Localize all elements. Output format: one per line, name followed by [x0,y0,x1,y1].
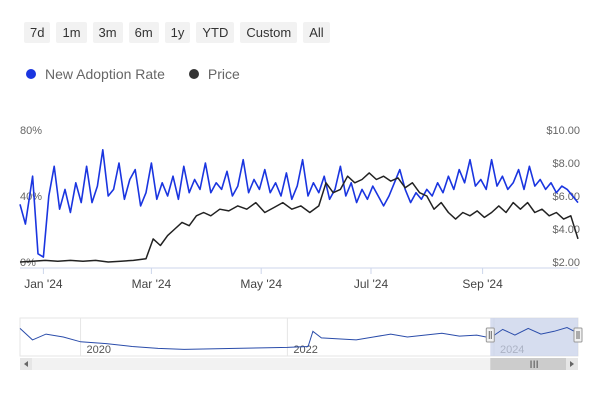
scroll-left-arrow-icon [24,361,28,367]
x-tick-label: Jul '24 [354,277,389,291]
y-right-tick-label: $10.00 [546,125,580,137]
legend-marker-adoption [26,69,36,79]
y-right-tick-label: $8.00 [552,158,580,170]
scroll-right-arrow-icon [570,361,574,367]
range-button-7d[interactable]: 7d [24,22,51,43]
navigator-line [19,326,579,350]
navigator-right-handle[interactable] [573,327,583,343]
scrollbar-track [20,358,578,370]
range-button-all[interactable]: All [303,22,330,43]
x-tick-label: Jan '24 [24,277,63,291]
range-button-custom[interactable]: Custom [240,22,298,43]
y-left-tick-label: 80% [20,125,42,137]
range-button-6m[interactable]: 6m [128,22,159,43]
navigator-left-handle[interactable] [485,327,495,343]
navigator-selection [490,318,578,356]
navigator-tick-label: 2022 [293,344,317,356]
y-left-tick-label: 40% [20,191,42,203]
adoption-rate-line [19,149,579,258]
legend-item-adoption[interactable]: New Adoption Rate [26,66,165,82]
range-button-3m[interactable]: 3m [92,22,123,43]
navigator-tick-label: 2020 [87,344,111,356]
legend-marker-price [188,69,199,79]
y-left-tick-label: 0% [20,257,36,269]
range-button-1m[interactable]: 1m [56,22,87,43]
y-right-tick-label: $2.00 [552,257,580,269]
scrollbar-thumb[interactable] [490,358,578,370]
price-line [19,172,579,263]
legend-item-price[interactable]: Price [188,66,240,82]
x-tick-label: Sep '24 [462,277,503,291]
range-button-1y[interactable]: 1y [164,22,191,43]
legend-label-price: Price [207,66,240,82]
chart-legend: New Adoption Rate Price [26,66,240,82]
x-tick-label: Mar '24 [132,277,172,291]
x-tick-label: May '24 [240,277,282,291]
navigator: 202020222024III [19,317,583,371]
legend-label-adoption: New Adoption Rate [45,66,165,82]
y-right-tick-label: $6.00 [552,191,580,203]
y-right-tick-label: $4.00 [552,224,580,236]
range-button-ytd[interactable]: YTD [196,22,235,43]
range-selector: 7d 1m 3m 6m 1y YTD Custom All [24,22,330,43]
scrollbar-grip: III [530,359,539,371]
